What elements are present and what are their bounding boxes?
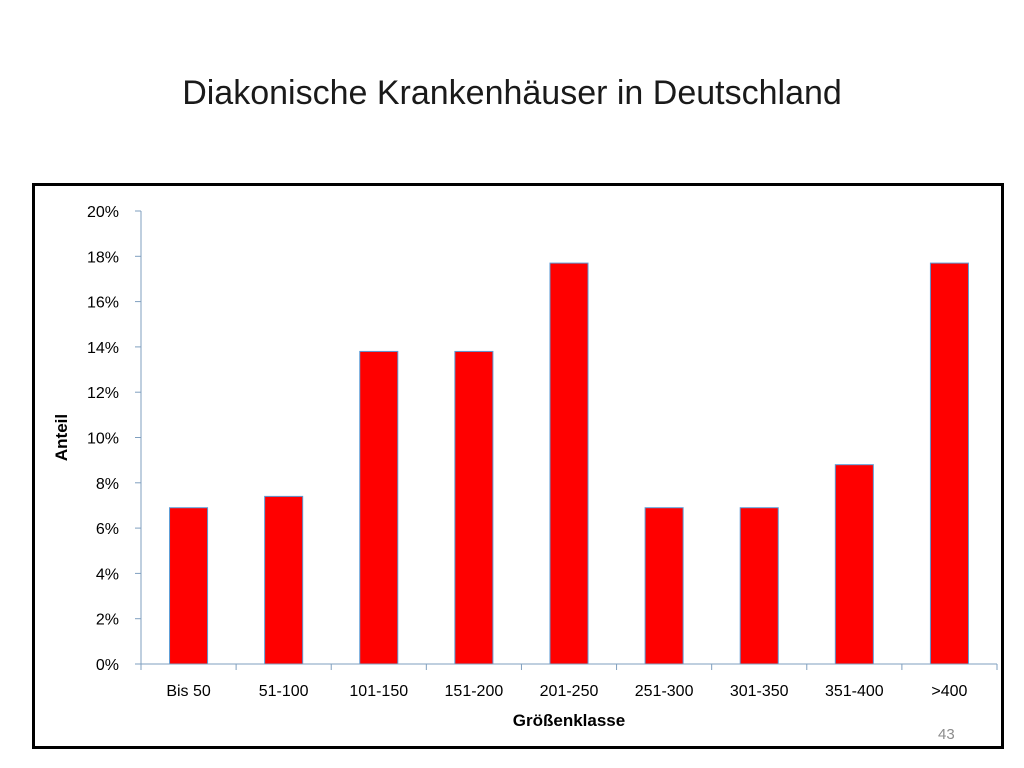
bar — [169, 507, 209, 665]
bar — [264, 495, 304, 665]
x-tick-label: Bis 50 — [166, 683, 211, 700]
y-tick-label: 10% — [87, 431, 119, 448]
bars — [169, 262, 969, 665]
y-tick-label: 2% — [96, 612, 119, 629]
y-tick-label: 8% — [96, 476, 119, 493]
y-tick-label: 18% — [87, 249, 119, 266]
y-axis-ticks: 0% 2% 4% 6% 8% 10% 12% 14% 16% 18% 20% — [87, 204, 141, 674]
y-tick-label: 16% — [87, 295, 119, 312]
y-tick-label: 4% — [96, 566, 119, 583]
bar — [834, 464, 874, 665]
x-axis-ticks: Bis 50 51-100 101-150 151-200 201-250 251-300… — [140, 664, 998, 700]
bar — [359, 350, 399, 665]
x-tick-label: 51-100 — [259, 683, 309, 700]
page-number: 43 — [938, 726, 955, 743]
x-tick-label: 251-300 — [635, 683, 694, 700]
bar — [644, 507, 684, 665]
x-tick-label: 151-200 — [445, 683, 504, 700]
bar — [929, 262, 969, 665]
bar — [549, 262, 589, 665]
slide-title: Diakonische Krankenhäuser in Deutschland — [182, 74, 842, 112]
y-tick-label: 20% — [87, 204, 119, 221]
bar — [454, 350, 494, 665]
y-tick-label: 0% — [96, 657, 119, 674]
y-tick-label: 12% — [87, 385, 119, 402]
y-axis-title: Anteil — [52, 414, 71, 461]
x-axis-title: Größenklasse — [513, 711, 625, 730]
x-tick-label: >400 — [931, 683, 967, 700]
chart-frame: 0% 2% 4% 6% 8% 10% 12% 14% 16% 18% 20% Bis 50 51-10… — [32, 183, 1004, 749]
y-tick-label: 14% — [87, 340, 119, 357]
bar — [739, 507, 779, 665]
y-tick-label: 6% — [96, 521, 119, 538]
x-tick-label: 201-250 — [540, 683, 599, 700]
x-tick-label: 101-150 — [349, 683, 408, 700]
x-tick-label: 301-350 — [730, 683, 789, 700]
x-tick-label: 351-400 — [825, 683, 884, 700]
bar-chart: 0% 2% 4% 6% 8% 10% 12% 14% 16% 18% 20% Bis 50 51-10… — [52, 204, 998, 730]
